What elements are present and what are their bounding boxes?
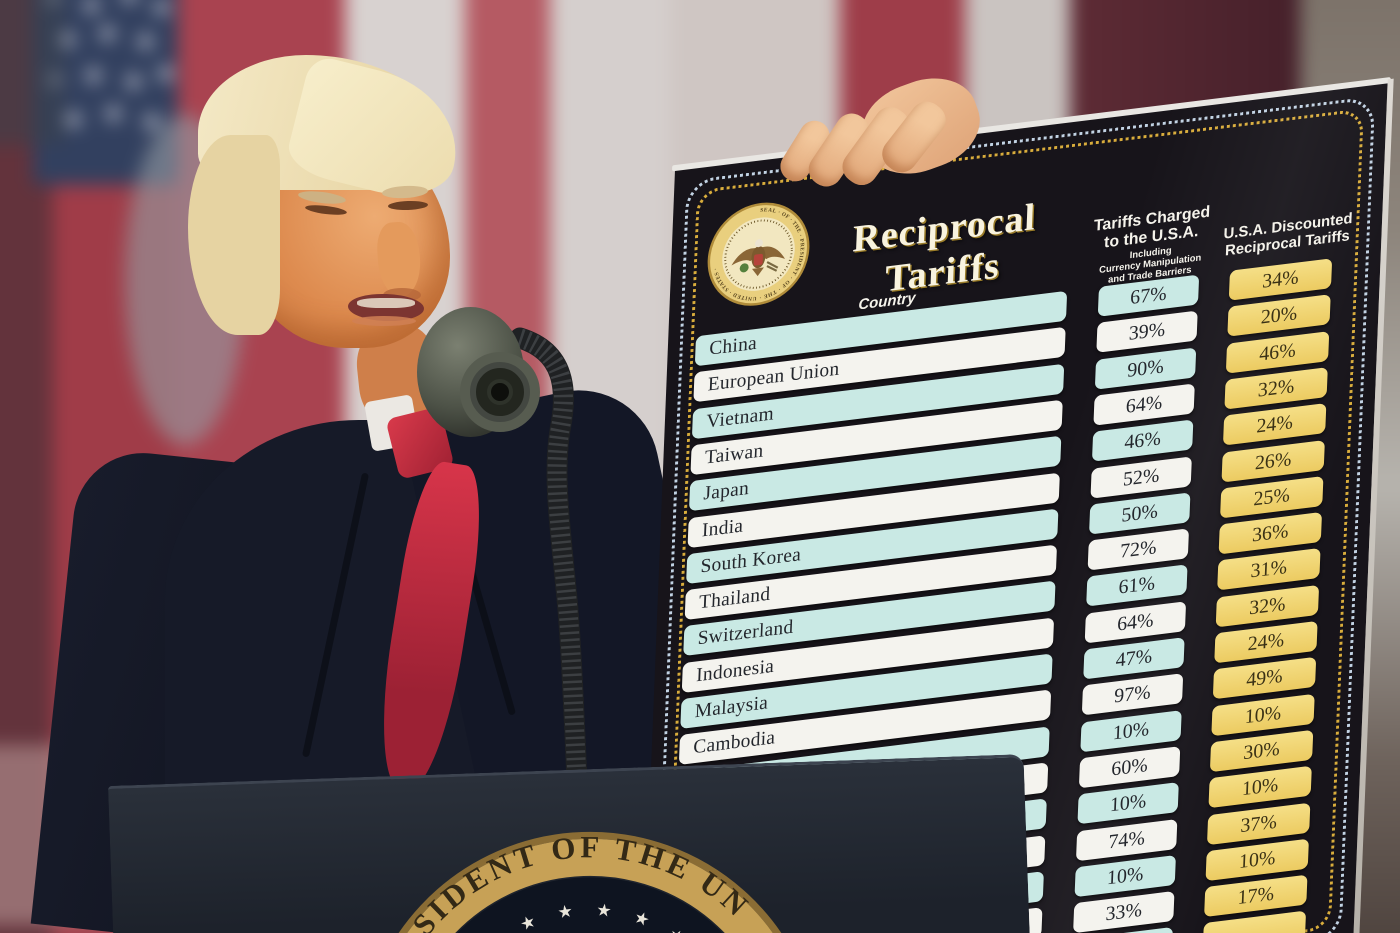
olive-branch: [739, 263, 749, 273]
eagle-shield: [753, 253, 763, 266]
hair-side: [188, 135, 280, 335]
eagle-tail: [752, 267, 764, 277]
mic-capsule-core: [487, 379, 513, 405]
background-blur-patch: [0, 0, 65, 145]
mic-capsule-ring: [470, 362, 530, 422]
podium-seal: SIDENT OF THE UN ★ ★ ★ ★ ★ ★ ★ ★ ★: [358, 823, 822, 933]
eagle-head: [755, 239, 763, 248]
tariff-board: SEAL · OF · THE · PRESIDENT · OF · THE ·…: [640, 77, 1394, 933]
teeth: [357, 298, 415, 308]
presidential-seal: SEAL · OF · THE · PRESIDENT · OF · THE ·…: [707, 202, 810, 306]
lower-lip: [352, 316, 416, 326]
podium: SIDENT OF THE UN ★ ★ ★ ★ ★ ★ ★ ★ ★: [108, 754, 1032, 933]
arrows: [766, 261, 779, 272]
